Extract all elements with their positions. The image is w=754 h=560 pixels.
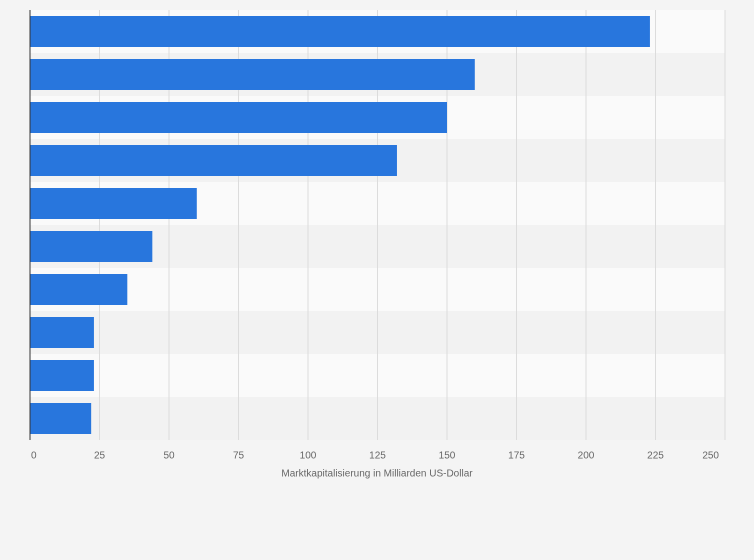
bar — [30, 102, 447, 133]
x-tick-label: 25 — [94, 451, 106, 462]
bar — [30, 188, 197, 219]
bar — [30, 59, 475, 90]
x-tick-label: 50 — [163, 451, 175, 462]
x-tick-label: 200 — [578, 451, 595, 462]
x-tick-label: 150 — [439, 451, 456, 462]
bar — [30, 274, 128, 305]
bar — [30, 360, 94, 391]
x-tick-label: 0 — [31, 451, 37, 462]
bar — [30, 317, 94, 348]
x-tick-label: 250 — [702, 451, 719, 462]
x-axis-label: Marktkapitalisierung in Milliarden US-Do… — [281, 469, 473, 480]
bar — [30, 403, 92, 434]
x-tick-label: 75 — [233, 451, 245, 462]
x-tick-label: 225 — [647, 451, 664, 462]
x-tick-label: 125 — [369, 451, 386, 462]
bar — [30, 145, 397, 176]
bar — [30, 16, 650, 47]
bar — [30, 231, 153, 262]
x-tick-label: 175 — [508, 451, 525, 462]
x-tick-label: 100 — [300, 451, 317, 462]
